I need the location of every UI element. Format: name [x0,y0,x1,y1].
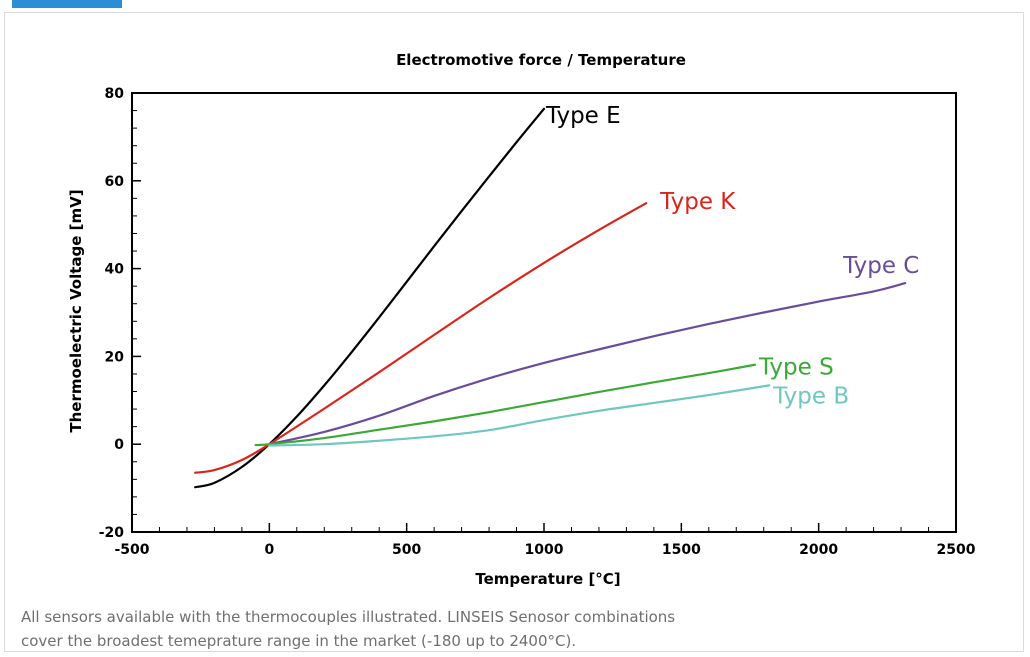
series-label-type-b: Type B [772,383,849,409]
x-tick-label: 2000 [799,542,838,558]
series-label-type-c: Type C [842,253,919,279]
series-label-type-s: Type S [758,355,834,381]
y-tick-label: -20 [99,525,125,541]
caption-line-1: All sensors available with the thermocou… [21,608,676,626]
y-tick-label: 40 [105,262,125,278]
thermocouple-chart: Electromotive force / Temperature Temper… [67,51,976,588]
chart-title: Electromotive force / Temperature [396,51,686,69]
series-label-type-k: Type K [659,189,736,215]
series-line-type-e [194,107,546,489]
x-tick-label: 2500 [937,542,976,558]
series-label-type-e: Type E [545,103,621,129]
x-tick-label: 1500 [662,542,701,558]
x-tick-label: 1000 [525,542,564,558]
y-tick-label: 0 [114,437,124,453]
x-tick-label: 0 [264,542,274,558]
series-line-type-k [194,202,648,474]
x-tick-label: -500 [114,542,149,558]
chart-caption: All sensors available with the thermocou… [21,605,861,653]
series-line-type-c [268,281,907,446]
x-axis-label: Temperature [°C] [475,570,620,588]
y-axis-label: Thermoelectric Voltage [mV] [67,189,85,432]
y-tick-label: 20 [105,349,125,365]
x-tick-label: 500 [392,542,421,558]
y-tick-label: 80 [105,86,125,102]
top-accent-bar [12,0,122,8]
series-line-type-b [268,384,771,447]
plot-frame [131,92,957,533]
chart-card: Electromotive force / Temperature Temper… [4,12,1024,652]
y-tick-label: 60 [105,174,125,190]
caption-line-2: cover the broadest temeprature range in … [21,632,577,650]
series-line-type-s [254,363,757,447]
